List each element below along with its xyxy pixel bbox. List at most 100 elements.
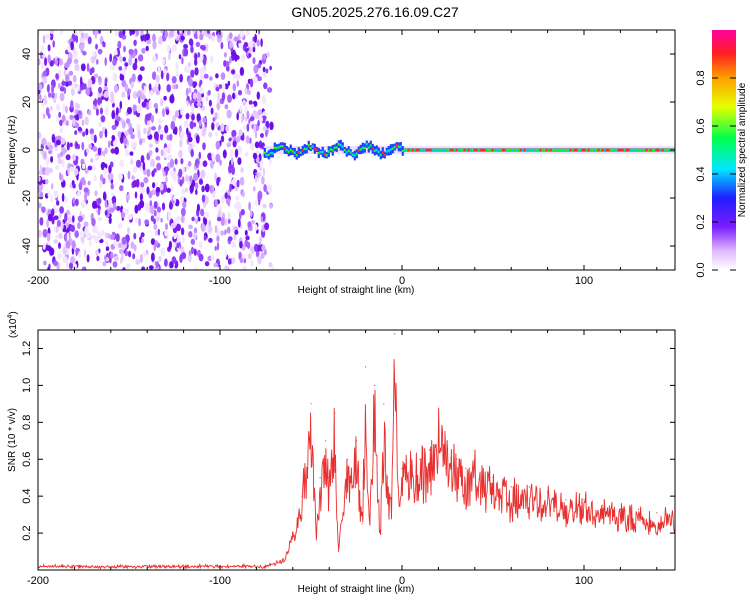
noise-speck <box>70 256 75 264</box>
signal-core <box>655 148 658 152</box>
signal-core <box>325 154 328 157</box>
noise-speck <box>150 215 155 222</box>
noise-speck <box>244 87 248 95</box>
noise-speck <box>211 153 216 161</box>
noise-speck <box>104 77 108 85</box>
noise-speck <box>216 177 220 187</box>
noise-speck <box>166 187 171 193</box>
noise-speck <box>202 56 207 66</box>
y-tick-label: 0 <box>21 147 33 153</box>
noise-speck <box>191 113 195 121</box>
noise-speck <box>73 58 79 65</box>
noise-speck <box>119 159 125 168</box>
snr-point <box>456 458 458 460</box>
x-tick-label: 0 <box>399 575 405 587</box>
signal-core <box>469 148 472 152</box>
noise-speck <box>91 67 95 74</box>
noise-speck <box>97 216 103 222</box>
y-tick-label: 20 <box>21 96 33 108</box>
noise-speck <box>77 190 81 197</box>
noise-speck <box>252 152 258 160</box>
noise-speck <box>50 183 54 190</box>
noise-speck <box>38 202 43 209</box>
noise-speck <box>235 73 240 81</box>
noise-speck <box>79 76 83 86</box>
signal-core <box>579 148 582 152</box>
noise-speck <box>262 71 267 78</box>
noise-speck <box>190 69 195 78</box>
noise-speck <box>89 240 92 247</box>
noise-speck <box>235 201 241 208</box>
noise-speck <box>220 42 224 50</box>
noise-speck <box>124 250 129 257</box>
noise-speck <box>102 41 106 48</box>
noise-speck <box>155 90 160 96</box>
noise-speck <box>67 216 73 224</box>
noise-speck <box>42 34 46 44</box>
noise-speck <box>97 48 103 55</box>
noise-speck <box>45 33 51 40</box>
noise-speck <box>130 81 134 89</box>
snr-scale-prefix: (x10 <box>8 318 19 338</box>
signal-core <box>379 153 382 157</box>
snr-point <box>264 565 267 567</box>
noise-speck <box>145 45 149 52</box>
noise-speck <box>254 141 260 149</box>
signal-core <box>275 146 278 150</box>
noise-speck <box>49 31 54 41</box>
noise-speck <box>113 84 119 94</box>
signal-core <box>599 148 602 152</box>
noise-speck <box>113 240 119 247</box>
noise-speck <box>151 252 155 262</box>
signal-core <box>503 148 506 152</box>
noise-speck <box>109 234 115 240</box>
noise-speck <box>172 115 177 122</box>
noise-speck <box>163 152 168 159</box>
noise-speck <box>224 52 227 58</box>
noise-speck <box>240 209 245 216</box>
noise-speck <box>197 30 200 38</box>
snr-point <box>619 508 622 510</box>
noise-speck <box>231 241 237 249</box>
noise-speck <box>158 65 161 74</box>
noise-speck <box>138 218 142 227</box>
svg-text:(x104): (x104) <box>7 311 19 338</box>
noise-speck <box>85 87 91 96</box>
signal-core <box>539 148 542 152</box>
noise-speck <box>43 150 47 159</box>
noise-speck <box>109 64 115 71</box>
noise-speck <box>152 40 157 50</box>
noise-speck <box>77 126 83 132</box>
noise-speck <box>242 99 247 107</box>
noise-speck <box>163 69 167 77</box>
noise-speck <box>169 94 175 104</box>
snr-point <box>390 504 392 506</box>
noise-speck <box>249 137 252 145</box>
noise-speck <box>104 200 108 208</box>
noise-speck <box>118 66 123 71</box>
noise-speck <box>68 80 72 86</box>
signal-core <box>307 144 310 147</box>
noise-speck <box>127 227 130 235</box>
noise-speck <box>195 41 201 48</box>
noise-speck <box>204 211 210 219</box>
noise-speck <box>267 87 273 93</box>
noise-speck <box>189 184 194 194</box>
signal-core <box>409 148 412 152</box>
x-tick-label: -100 <box>209 275 231 287</box>
noise-speck <box>183 47 189 57</box>
noise-speck <box>171 256 177 264</box>
noise-speck <box>58 69 62 78</box>
noise-speck <box>241 254 245 260</box>
noise-speck <box>55 164 60 170</box>
noise-speck <box>259 116 263 123</box>
noise-speck <box>185 187 188 193</box>
noise-speck <box>148 190 153 199</box>
signal-core <box>405 148 408 152</box>
noise-speck <box>194 54 198 60</box>
noise-speck <box>228 164 233 174</box>
noise-speck <box>127 214 133 220</box>
noise-speck <box>38 169 43 176</box>
noise-speck <box>39 94 42 101</box>
x-tick-label: -100 <box>209 575 231 587</box>
